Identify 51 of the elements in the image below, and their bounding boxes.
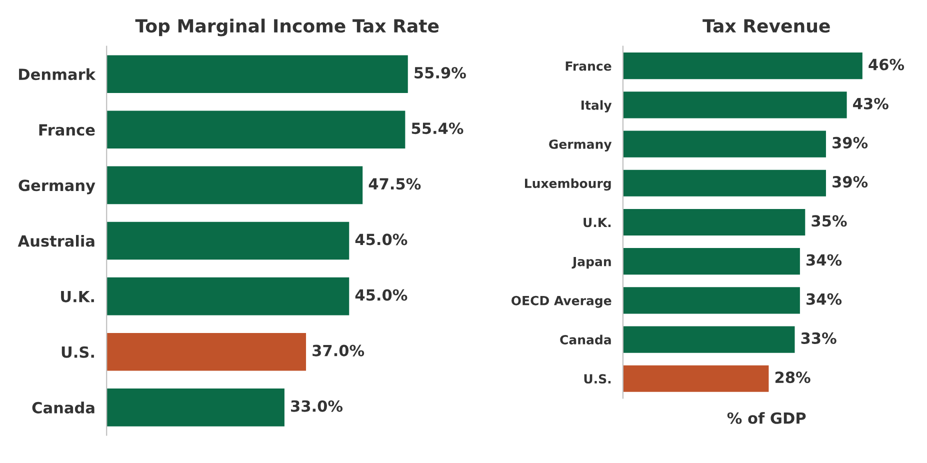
data-label: 39% — [832, 136, 868, 148]
y-tick-label: OECD Average — [512, 296, 612, 308]
y-tick-label: Denmark — [19, 68, 96, 80]
bar — [622, 208, 806, 236]
data-label: 35% — [812, 215, 847, 227]
bar — [106, 277, 350, 316]
bar — [622, 52, 862, 80]
y-tick-label: Japan — [572, 256, 611, 269]
bar — [106, 222, 350, 260]
data-label: 55.9% — [414, 66, 466, 79]
data-label: 45.0% — [355, 289, 408, 301]
bar — [622, 170, 826, 196]
data-label: 43% — [853, 98, 888, 110]
bar — [622, 287, 800, 314]
bar — [622, 130, 826, 158]
y-tick-label: U.S. — [584, 374, 611, 384]
y-tick-label: France — [566, 61, 612, 71]
bar — [106, 55, 408, 93]
data-label: 55.4% — [412, 122, 464, 134]
y-tick-label: U.K. — [61, 290, 94, 302]
bar — [106, 110, 406, 149]
bar — [106, 332, 306, 371]
y-tick-label: Italy — [581, 100, 612, 112]
data-label: 47.5% — [368, 178, 421, 190]
bar — [622, 92, 847, 118]
data-label: 45.0% — [355, 234, 408, 246]
data-label: 34% — [806, 254, 842, 266]
data-label: 28% — [775, 372, 810, 384]
chart-title: Top Marginal Income Tax Rate — [135, 18, 439, 36]
y-tick-label: U.K. — [584, 218, 611, 228]
y-tick-label: Australia — [18, 234, 94, 247]
bar — [622, 365, 769, 392]
y-tick-label: Luxembourg — [525, 178, 611, 191]
y-tick-label: Canada — [32, 402, 94, 414]
y-tick-label: Germany — [18, 180, 96, 194]
data-label: 37.0% — [312, 344, 364, 356]
bar — [106, 388, 284, 426]
chart-title: Tax Revenue — [702, 19, 830, 33]
data-label: 46% — [868, 58, 904, 70]
data-label: 34% — [806, 293, 842, 305]
bar — [622, 248, 800, 275]
y-tick-label: Germany — [549, 139, 612, 152]
data-label: 33% — [801, 332, 836, 344]
bar — [106, 166, 363, 204]
y-tick-label: France — [39, 124, 95, 136]
data-label: 39% — [832, 176, 868, 188]
data-label: 33.0% — [291, 400, 343, 412]
x-axis-title: % of GDP — [727, 412, 806, 424]
y-tick-label: Canada — [560, 334, 611, 344]
y-tick-label: U.S. — [62, 346, 94, 358]
bar — [622, 326, 795, 353]
